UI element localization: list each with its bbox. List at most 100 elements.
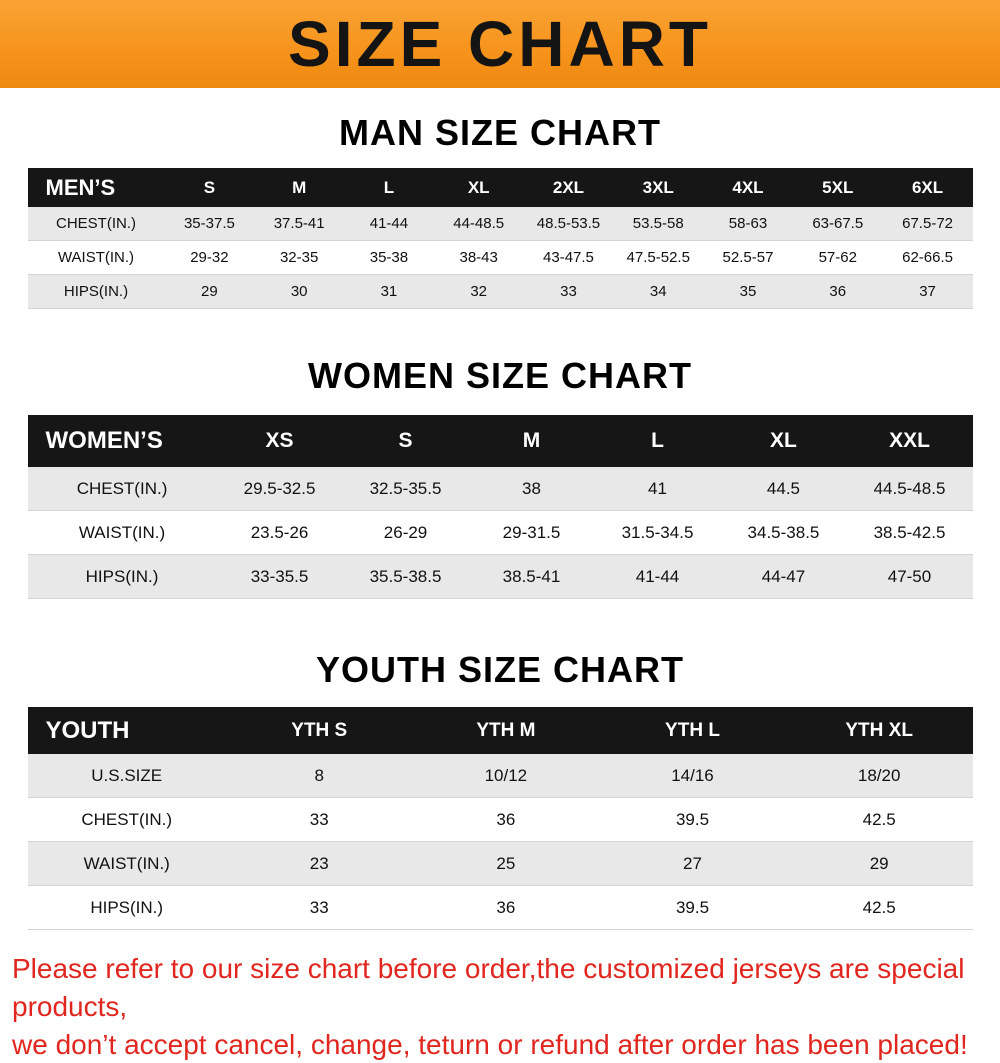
size-cell: 43-47.5 — [523, 240, 614, 275]
youth-section-heading: YOUTH SIZE CHART — [315, 649, 684, 690]
row-label: HIPS(IN.) — [27, 554, 217, 599]
column-header: YTH M — [412, 707, 600, 754]
size-cell: 41-44 — [594, 554, 721, 599]
size-cell: 44.5 — [720, 467, 847, 511]
women-section-heading: WOMEN SIZE CHART — [308, 355, 692, 396]
table-row: WAIST(IN.) 29-32 32-35 35-38 38-43 43-47… — [27, 240, 973, 275]
row-label: U.S.SIZE — [27, 754, 226, 798]
size-cell: 42.5 — [785, 797, 973, 842]
size-cell: 33 — [225, 797, 413, 842]
table-header-row: YOUTH YTH S YTH M YTH L YTH XL — [27, 707, 973, 754]
size-cell: 29-32 — [164, 240, 255, 275]
size-cell: 53.5-58 — [613, 207, 704, 241]
table-header-row: MEN’S S M L XL 2XL 3XL 4XL 5XL 6XL — [27, 168, 973, 207]
column-header: YTH XL — [785, 707, 973, 754]
size-cell: 42.5 — [785, 885, 973, 930]
table-row: CHEST(IN.) 33 36 39.5 42.5 — [27, 797, 973, 842]
row-label: CHEST(IN.) — [27, 467, 217, 511]
women-table-title: WOMEN’S — [27, 415, 217, 467]
size-cell: 41-44 — [344, 207, 434, 241]
disclaimer-line-2: we don’t accept cancel, change, teturn o… — [12, 1028, 968, 1060]
size-cell: 44-47 — [720, 554, 847, 599]
size-chart-banner: SIZE CHART — [0, 0, 1000, 88]
size-cell: 23 — [225, 841, 413, 886]
size-cell: 47.5-52.5 — [613, 240, 704, 275]
size-cell: 62-66.5 — [882, 240, 973, 275]
table-row: HIPS(IN.) 29 30 31 32 33 34 35 36 37 — [27, 274, 973, 309]
size-cell: 34 — [613, 274, 704, 309]
youth-size-table: YOUTH YTH S YTH M YTH L YTH XL U.S.SIZE … — [27, 707, 973, 930]
column-header: YTH S — [225, 707, 413, 754]
column-header: XS — [216, 415, 343, 467]
size-cell: 29 — [164, 274, 255, 309]
size-cell: 57-62 — [792, 240, 883, 275]
size-cell: 36 — [412, 797, 600, 842]
size-cell: 33 — [523, 274, 614, 309]
row-label: WAIST(IN.) — [27, 510, 217, 555]
column-header: M — [468, 415, 595, 467]
size-cell: 36 — [792, 274, 883, 309]
size-cell: 67.5-72 — [882, 207, 973, 241]
column-header: 3XL — [613, 168, 704, 207]
size-cell: 26-29 — [342, 510, 469, 555]
size-cell: 35 — [703, 274, 793, 309]
size-cell: 8 — [225, 754, 413, 798]
table-row: HIPS(IN.) 33 36 39.5 42.5 — [27, 885, 973, 930]
column-header: XXL — [846, 415, 973, 467]
banner-title: SIZE CHART — [288, 8, 712, 80]
size-cell: 30 — [254, 274, 345, 309]
size-cell: 29 — [785, 841, 973, 886]
table-row: WAIST(IN.) 23 25 27 29 — [27, 841, 973, 886]
column-header: S — [164, 168, 255, 207]
size-cell: 34.5-38.5 — [720, 510, 847, 555]
table-row: CHEST(IN.) 29.5-32.5 32.5-35.5 38 41 44.… — [27, 467, 973, 511]
size-cell: 14/16 — [599, 754, 786, 798]
size-cell: 36 — [412, 885, 600, 930]
row-label: WAIST(IN.) — [27, 841, 226, 886]
size-cell: 25 — [412, 841, 600, 886]
size-cell: 33-35.5 — [216, 554, 343, 599]
table-row: WAIST(IN.) 23.5-26 26-29 29-31.5 31.5-34… — [27, 510, 973, 555]
size-cell: 39.5 — [599, 797, 786, 842]
order-disclaimer: Please refer to our size chart before or… — [12, 950, 990, 1063]
column-header: YTH L — [599, 707, 786, 754]
size-cell: 31 — [344, 274, 434, 309]
size-cell: 38-43 — [433, 240, 524, 275]
size-cell: 29-31.5 — [468, 510, 595, 555]
men-size-table: MEN’S S M L XL 2XL 3XL 4XL 5XL 6XL CHEST… — [27, 168, 973, 309]
size-cell: 39.5 — [599, 885, 786, 930]
size-cell: 31.5-34.5 — [594, 510, 721, 555]
size-cell: 38 — [468, 467, 595, 511]
column-header: 5XL — [792, 168, 883, 207]
size-cell: 32.5-35.5 — [342, 467, 469, 511]
youth-table-title: YOUTH — [27, 707, 226, 754]
size-cell: 35-38 — [344, 240, 434, 275]
size-cell: 52.5-57 — [703, 240, 793, 275]
column-header: 2XL — [523, 168, 614, 207]
size-cell: 33 — [225, 885, 413, 930]
size-cell: 32-35 — [254, 240, 345, 275]
size-cell: 18/20 — [785, 754, 973, 798]
row-label: WAIST(IN.) — [27, 240, 165, 275]
man-section-heading: MAN SIZE CHART — [339, 112, 661, 153]
table-row: U.S.SIZE 8 10/12 14/16 18/20 — [27, 754, 973, 798]
size-cell: 44.5-48.5 — [846, 467, 973, 511]
row-label: HIPS(IN.) — [27, 885, 226, 930]
size-cell: 37 — [882, 274, 973, 309]
disclaimer-line-1: Please refer to our size chart before or… — [12, 953, 965, 1022]
size-cell: 35.5-38.5 — [342, 554, 469, 599]
table-header-row: WOMEN’S XS S M L XL XXL — [27, 415, 973, 467]
column-header: 6XL — [882, 168, 973, 207]
size-cell: 10/12 — [412, 754, 600, 798]
column-header: XL — [720, 415, 847, 467]
table-row: HIPS(IN.) 33-35.5 35.5-38.5 38.5-41 41-4… — [27, 554, 973, 599]
size-cell: 47-50 — [846, 554, 973, 599]
row-label: HIPS(IN.) — [27, 274, 165, 309]
size-cell: 37.5-41 — [254, 207, 345, 241]
size-cell: 23.5-26 — [216, 510, 343, 555]
row-label: CHEST(IN.) — [27, 207, 165, 241]
column-header: L — [344, 168, 434, 207]
size-cell: 44-48.5 — [433, 207, 524, 241]
table-row: CHEST(IN.) 35-37.5 37.5-41 41-44 44-48.5… — [27, 207, 973, 241]
size-cell: 29.5-32.5 — [216, 467, 343, 511]
